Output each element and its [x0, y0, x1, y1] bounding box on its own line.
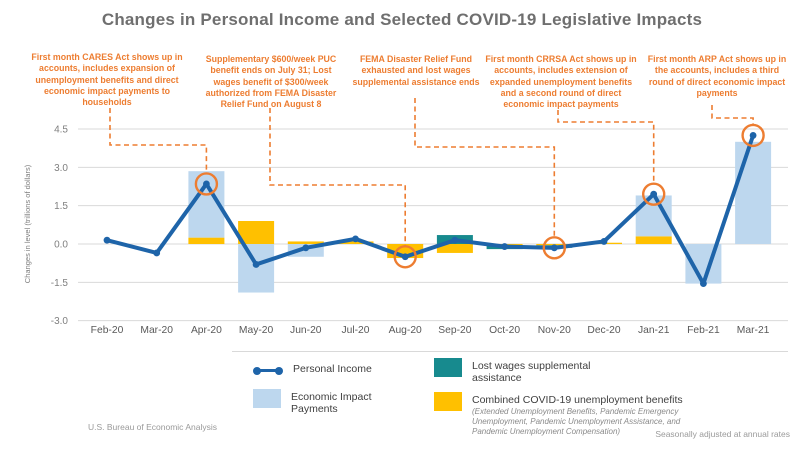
legend-item-lost-wages: Lost wages supplemental assistance: [434, 358, 794, 385]
legend-item-eip: Economic Impact Payments: [253, 389, 428, 416]
bars: [188, 141, 772, 293]
legend-right-column: Lost wages supplemental assistance Combi…: [434, 358, 794, 437]
svg-text:4.5: 4.5: [54, 125, 68, 136]
svg-text:-3.0: -3.0: [51, 316, 69, 327]
gridlines: 4.5 3.0 1.5 0.0 -1.5 -3.0: [51, 125, 788, 327]
svg-text:Mar-20: Mar-20: [140, 325, 173, 336]
svg-text:Oct-20: Oct-20: [489, 325, 520, 336]
callout-connectors: [109, 98, 754, 246]
legend-sublabel: (Extended Unemployment Benefits, Pandemi…: [472, 407, 681, 437]
legend-item-personal-income: Personal Income: [253, 361, 428, 380]
annotation-arp-act: First month ARP Act shows up in the acco…: [647, 54, 787, 98]
page-title: Changes in Personal Income and Selected …: [101, 10, 703, 29]
combined-ui-swatch-icon: [434, 391, 462, 411]
legend-label: Lost wages supplemental assistance: [472, 360, 591, 385]
svg-text:0.0: 0.0: [54, 240, 68, 251]
svg-text:Jul-20: Jul-20: [341, 325, 369, 336]
highlight-circles: [194, 123, 765, 269]
lost-wages-swatch-icon: [434, 358, 462, 377]
svg-text:Nov-20: Nov-20: [538, 325, 571, 336]
svg-text:Apr-20: Apr-20: [191, 325, 222, 336]
annotation-crrsa-act: First month CRRSA Act shows up in accoun…: [485, 54, 637, 109]
svg-text:Jun-20: Jun-20: [290, 325, 322, 336]
svg-text:-1.5: -1.5: [51, 278, 69, 289]
annotation-cares-act: First month CARES Act shows up in accoun…: [31, 52, 183, 107]
svg-text:Sep-20: Sep-20: [438, 325, 471, 336]
eip-swatch-icon: [253, 389, 281, 408]
svg-text:Mar-21: Mar-21: [737, 325, 770, 336]
legend-item-combined-ui: Combined COVID-19 unemployment benefits …: [434, 391, 794, 437]
svg-text:Jan-21: Jan-21: [638, 325, 670, 336]
annotation-puc-ends: Supplementary $600/week PUC benefit ends…: [205, 54, 337, 109]
svg-text:May-20: May-20: [239, 325, 274, 336]
svg-text:3.0: 3.0: [54, 163, 68, 174]
svg-text:Aug-20: Aug-20: [389, 325, 422, 336]
legend-divider: [232, 351, 788, 352]
line-marker-icon: [253, 361, 283, 380]
legend-left-column: Personal Income Economic Impact Payments: [253, 361, 428, 416]
y-axis-title: Changes in level (trillions of dollars): [23, 164, 32, 283]
svg-text:Feb-21: Feb-21: [687, 325, 720, 336]
annotation-fema-exhausted: FEMA Disaster Relief Fund exhausted and …: [352, 54, 480, 87]
svg-text:Dec-20: Dec-20: [587, 325, 620, 336]
legend-label: Economic Impact Payments: [291, 391, 372, 416]
source-attribution: U.S. Bureau of Economic Analysis: [88, 422, 217, 432]
adjustment-note: Seasonally adjusted at annual rates: [655, 429, 790, 439]
combo-chart: 4.5 3.0 1.5 0.0 -1.5 -3.0 Changes in level (tr…: [23, 98, 788, 336]
svg-text:1.5: 1.5: [54, 201, 68, 212]
svg-text:Feb-20: Feb-20: [91, 325, 124, 336]
legend-label: Personal Income: [293, 363, 372, 375]
x-axis-labels: Feb-20 Mar-20 Apr-20 May-20 Jun-20 Jul-20 Aug-…: [91, 325, 770, 336]
legend-label: Combined COVID-19 unemployment benefits: [472, 393, 683, 406]
